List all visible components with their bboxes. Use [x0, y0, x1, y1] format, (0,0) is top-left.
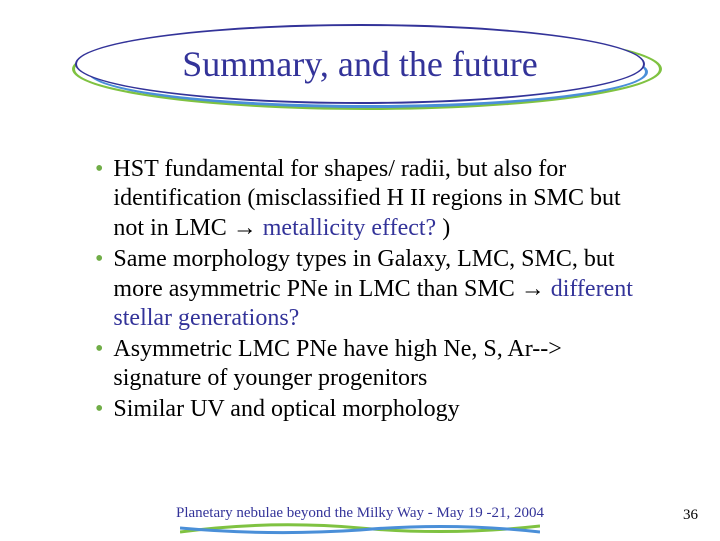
arrow-icon: → — [521, 275, 545, 302]
bullet-text: Asymmetric LMC PNe have high Ne, S, Ar--… — [113, 335, 650, 393]
bullet-text: Similar UV and optical morphology — [113, 395, 459, 424]
bullet-item: • Asymmetric LMC PNe have high Ne, S, Ar… — [95, 335, 650, 393]
bullet-list: • HST fundamental for shapes/ radii, but… — [95, 155, 650, 426]
bullet-text: HST fundamental for shapes/ radii, but a… — [113, 155, 650, 243]
bullet-post: ) — [436, 215, 450, 241]
bullet-accent: metallicity effect? — [257, 215, 436, 241]
arrow-icon: → — [233, 214, 257, 241]
bullet-marker: • — [95, 155, 103, 184]
slide-title: Summary, and the future — [182, 43, 538, 85]
footer-decoration — [180, 518, 540, 536]
bullet-marker: • — [95, 395, 103, 424]
bullet-text: Same morphology types in Galaxy, LMC, SM… — [113, 245, 650, 333]
page-number: 36 — [683, 507, 698, 524]
bullet-marker: • — [95, 245, 103, 274]
title-ellipse-main: Summary, and the future — [75, 24, 645, 104]
bullet-item: • HST fundamental for shapes/ radii, but… — [95, 155, 650, 243]
bullet-item: • Similar UV and optical morphology — [95, 395, 650, 424]
bullet-pre: Asymmetric LMC PNe have high Ne, S, Ar--… — [113, 336, 561, 391]
bullet-item: • Same morphology types in Galaxy, LMC, … — [95, 245, 650, 333]
bullet-pre: Similar UV and optical morphology — [113, 396, 459, 422]
title-container: Summary, and the future — [60, 18, 660, 118]
bullet-marker: • — [95, 335, 103, 364]
